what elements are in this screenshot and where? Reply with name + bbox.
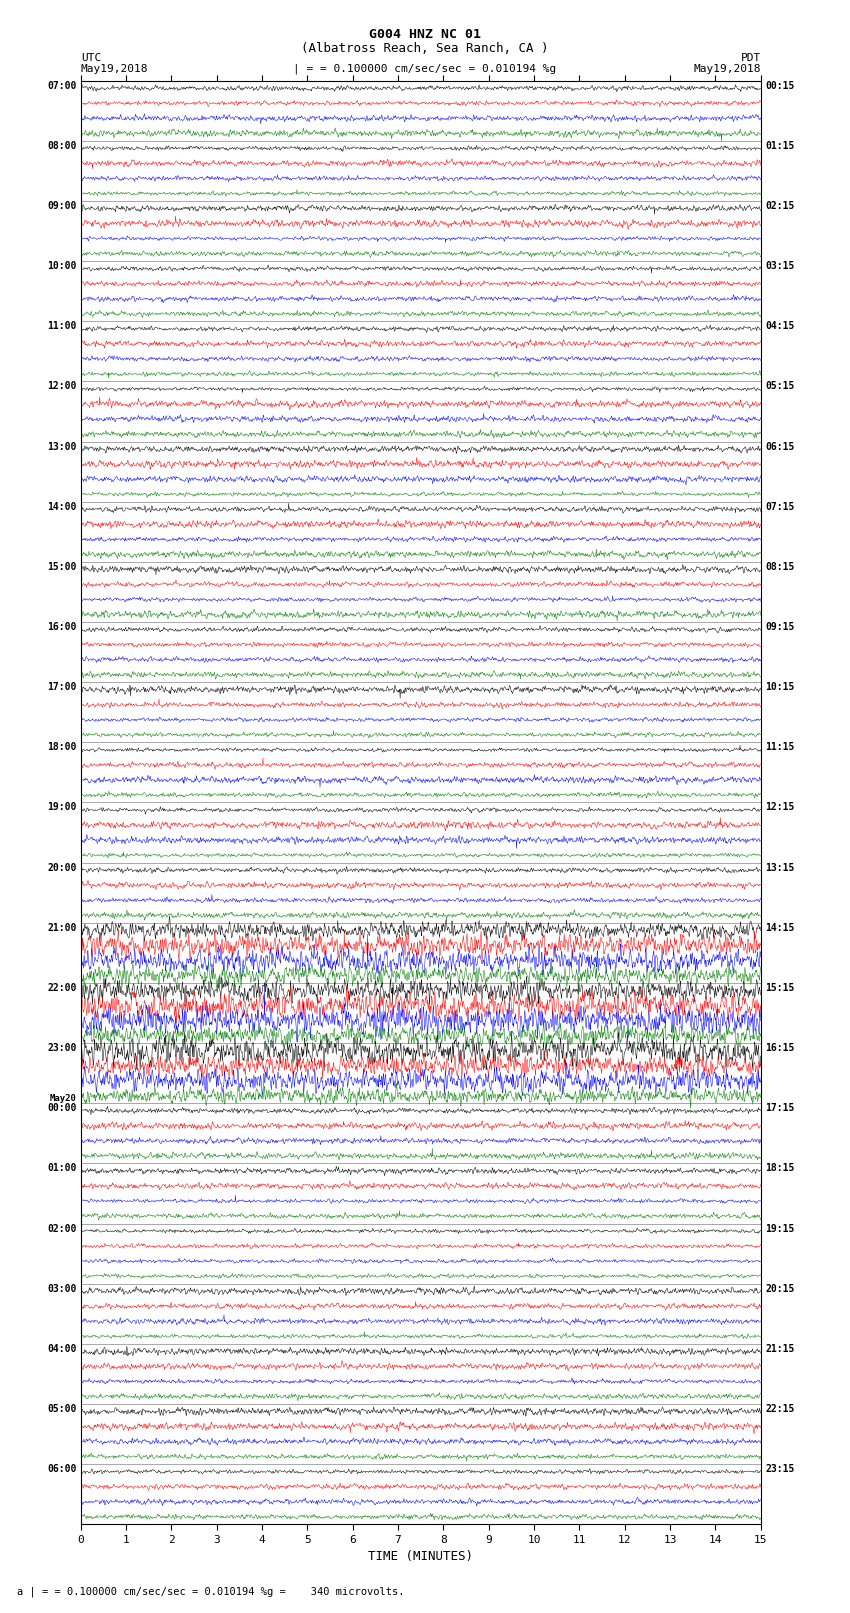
Text: | = = 0.100000 cm/sec/sec = 0.010194 %g: | = = 0.100000 cm/sec/sec = 0.010194 %g <box>293 65 557 74</box>
Text: 05:15: 05:15 <box>765 381 795 392</box>
Text: 03:00: 03:00 <box>47 1284 76 1294</box>
Text: 04:15: 04:15 <box>765 321 795 331</box>
Text: 09:15: 09:15 <box>765 623 795 632</box>
Text: a | = = 0.100000 cm/sec/sec = 0.010194 %g =    340 microvolts.: a | = = 0.100000 cm/sec/sec = 0.010194 %… <box>17 1586 405 1597</box>
Text: 22:15: 22:15 <box>765 1403 795 1415</box>
Text: 07:00: 07:00 <box>47 81 76 90</box>
Text: 17:00: 17:00 <box>47 682 76 692</box>
Text: 20:00: 20:00 <box>47 863 76 873</box>
Text: 08:00: 08:00 <box>47 140 76 150</box>
Text: 00:15: 00:15 <box>765 81 795 90</box>
Text: PDT: PDT <box>740 53 761 63</box>
Text: 00:00: 00:00 <box>47 1103 76 1113</box>
Text: 14:15: 14:15 <box>765 923 795 932</box>
Text: 06:00: 06:00 <box>47 1465 76 1474</box>
Text: 06:15: 06:15 <box>765 442 795 452</box>
Text: 23:00: 23:00 <box>47 1044 76 1053</box>
X-axis label: TIME (MINUTES): TIME (MINUTES) <box>368 1550 473 1563</box>
Text: 11:00: 11:00 <box>47 321 76 331</box>
Text: 15:15: 15:15 <box>765 982 795 994</box>
Text: 21:15: 21:15 <box>765 1344 795 1353</box>
Text: 18:15: 18:15 <box>765 1163 795 1173</box>
Text: 01:15: 01:15 <box>765 140 795 150</box>
Text: 11:15: 11:15 <box>765 742 795 752</box>
Text: 15:00: 15:00 <box>47 561 76 573</box>
Text: 19:15: 19:15 <box>765 1224 795 1234</box>
Text: UTC: UTC <box>81 53 101 63</box>
Text: 20:15: 20:15 <box>765 1284 795 1294</box>
Text: 09:00: 09:00 <box>47 202 76 211</box>
Text: 12:00: 12:00 <box>47 381 76 392</box>
Text: May19,2018: May19,2018 <box>81 65 148 74</box>
Text: 19:00: 19:00 <box>47 803 76 813</box>
Text: 16:00: 16:00 <box>47 623 76 632</box>
Text: 05:00: 05:00 <box>47 1403 76 1415</box>
Text: May20: May20 <box>49 1094 76 1103</box>
Text: 01:00: 01:00 <box>47 1163 76 1173</box>
Text: 13:00: 13:00 <box>47 442 76 452</box>
Text: May19,2018: May19,2018 <box>694 65 761 74</box>
Text: 02:15: 02:15 <box>765 202 795 211</box>
Text: 23:15: 23:15 <box>765 1465 795 1474</box>
Text: 10:15: 10:15 <box>765 682 795 692</box>
Text: 03:15: 03:15 <box>765 261 795 271</box>
Text: G004 HNZ NC 01: G004 HNZ NC 01 <box>369 29 481 42</box>
Text: 21:00: 21:00 <box>47 923 76 932</box>
Text: 18:00: 18:00 <box>47 742 76 752</box>
Text: 02:00: 02:00 <box>47 1224 76 1234</box>
Text: 10:00: 10:00 <box>47 261 76 271</box>
Text: 17:15: 17:15 <box>765 1103 795 1113</box>
Text: 12:15: 12:15 <box>765 803 795 813</box>
Text: 22:00: 22:00 <box>47 982 76 994</box>
Text: (Albatross Reach, Sea Ranch, CA ): (Albatross Reach, Sea Ranch, CA ) <box>301 42 549 55</box>
Text: 04:00: 04:00 <box>47 1344 76 1353</box>
Text: 07:15: 07:15 <box>765 502 795 511</box>
Text: 14:00: 14:00 <box>47 502 76 511</box>
Text: 16:15: 16:15 <box>765 1044 795 1053</box>
Text: 13:15: 13:15 <box>765 863 795 873</box>
Text: 08:15: 08:15 <box>765 561 795 573</box>
